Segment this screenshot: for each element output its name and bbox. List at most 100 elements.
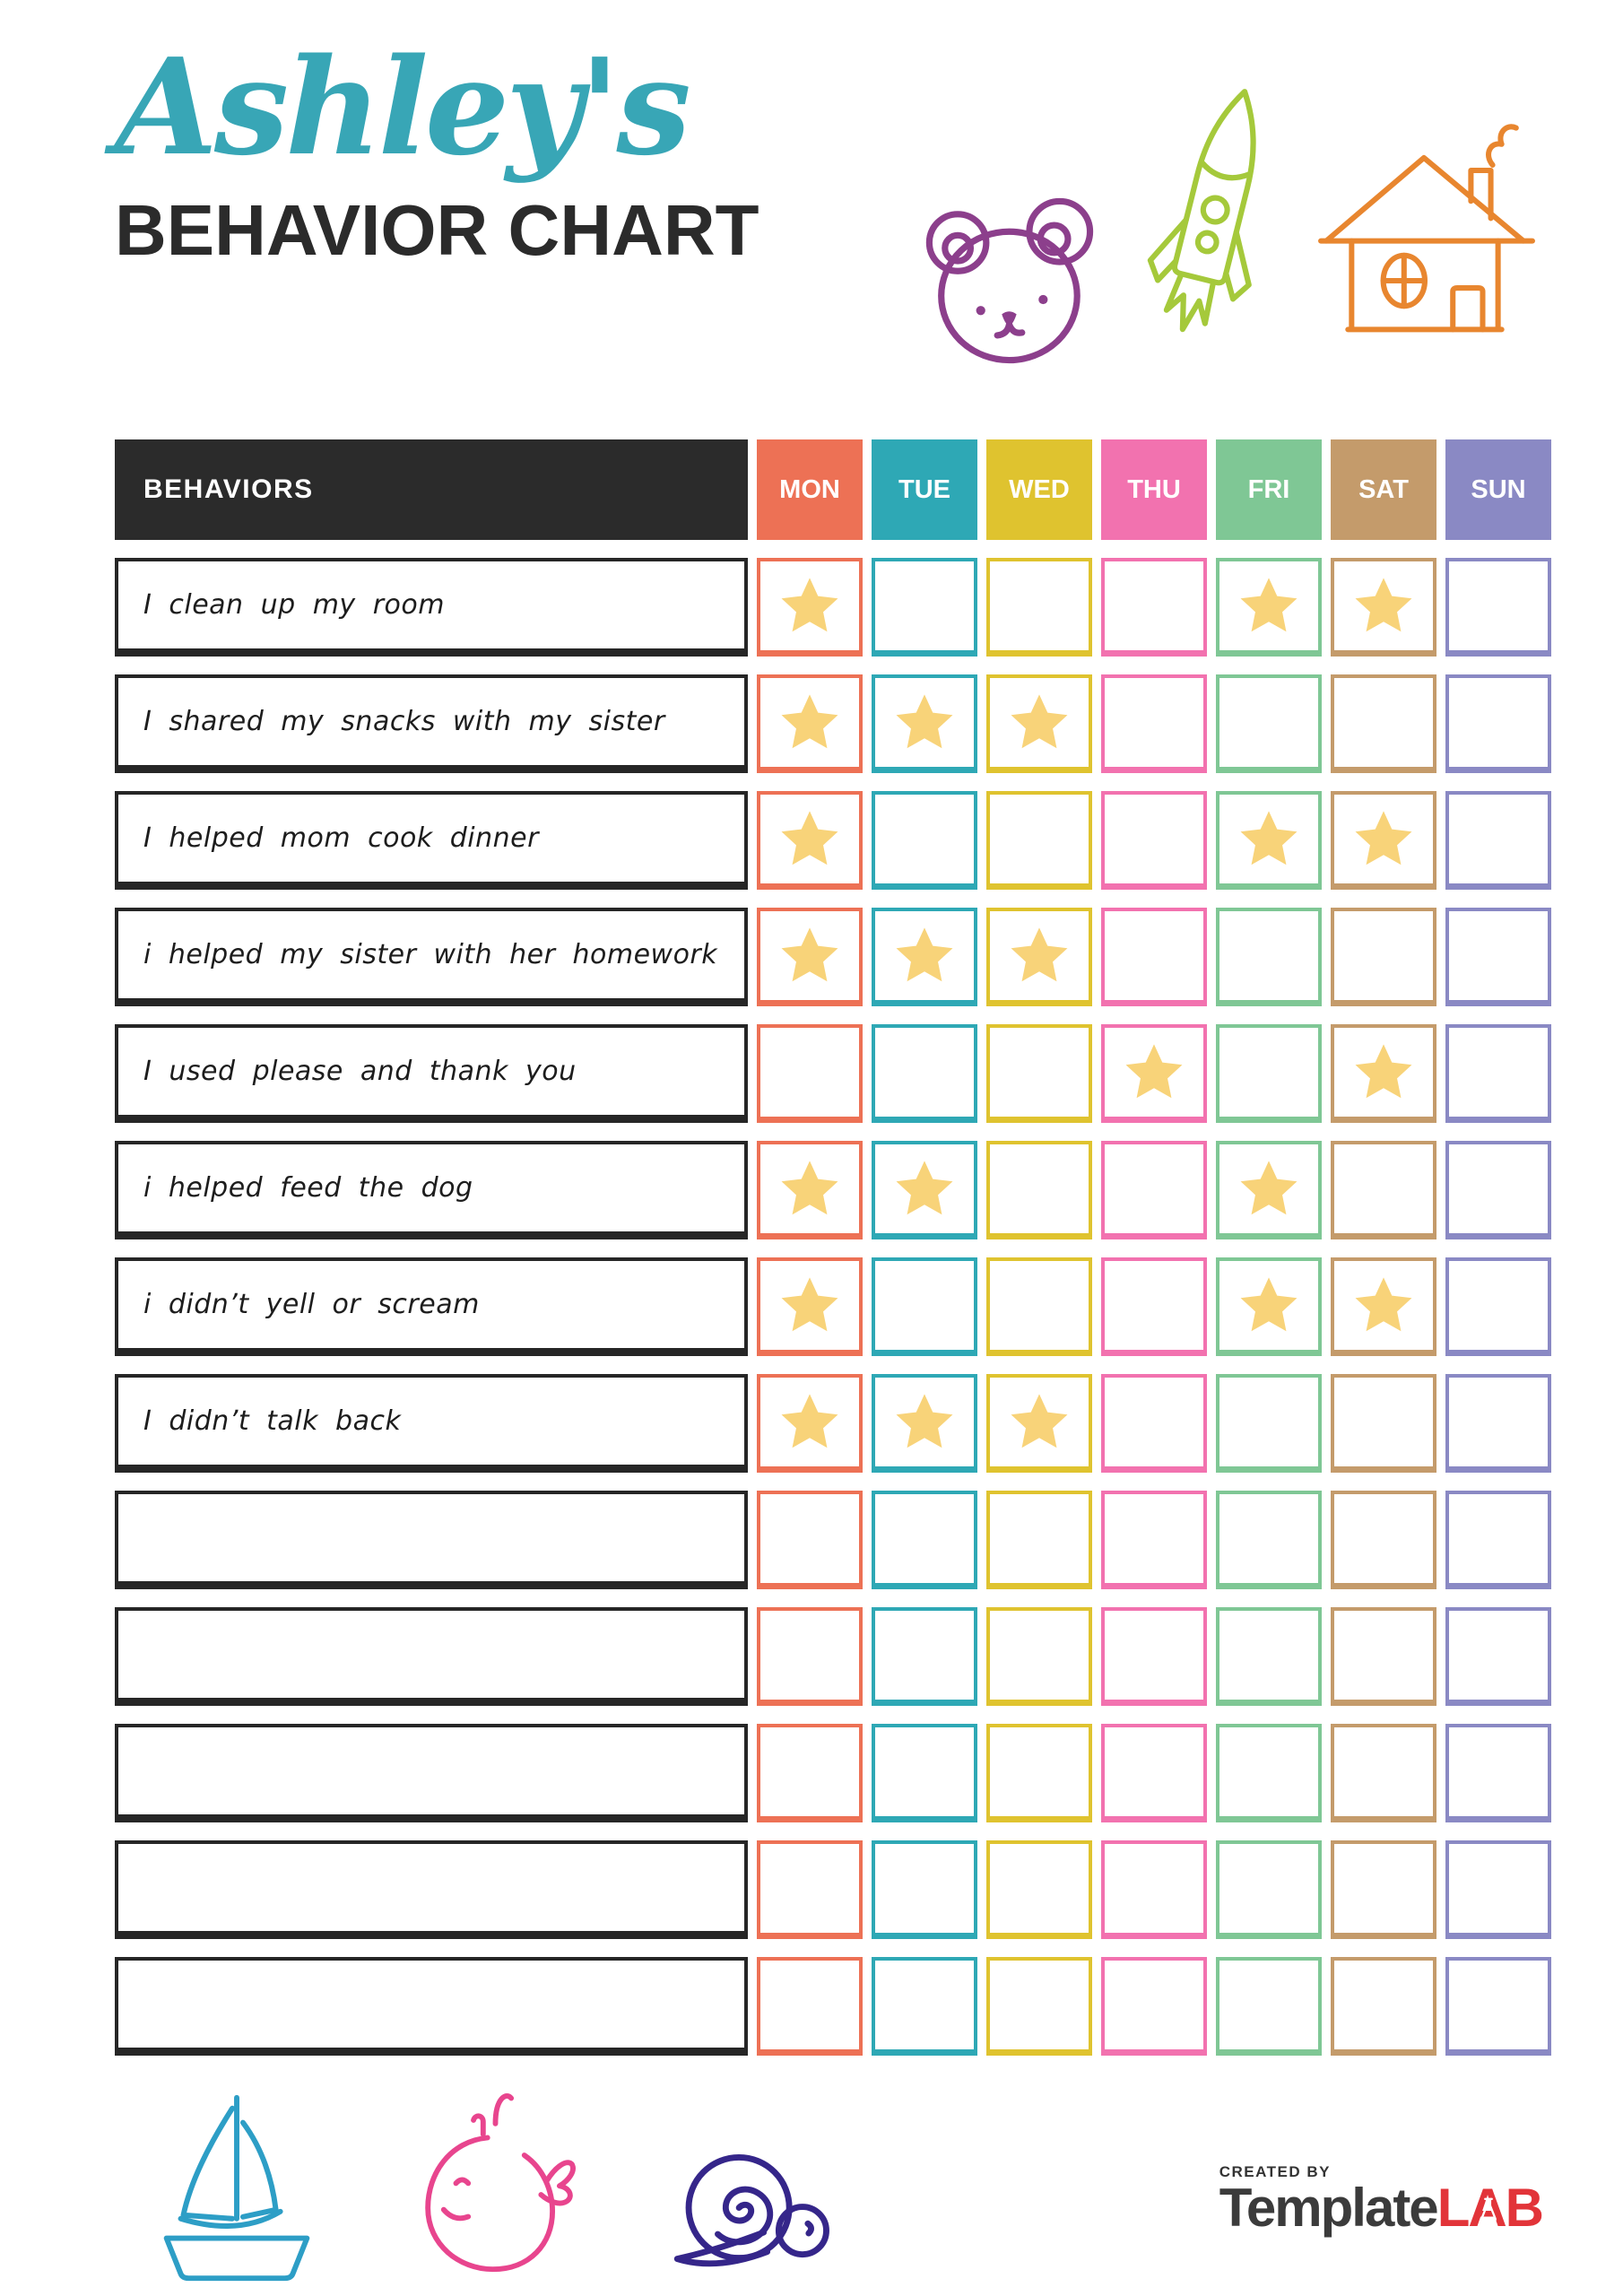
cell-r1-fri[interactable] [1216, 558, 1322, 657]
behavior-row-6: i helped feed the dog [115, 1141, 748, 1239]
cell-r11-fri[interactable] [1216, 1724, 1322, 1822]
cell-r7-mon[interactable] [757, 1257, 863, 1356]
cell-r9-wed[interactable] [986, 1491, 1092, 1589]
cell-r5-sun[interactable] [1445, 1024, 1551, 1123]
cell-r13-sun[interactable] [1445, 1957, 1551, 2056]
cell-r4-tue[interactable] [872, 908, 977, 1006]
cell-r6-tue[interactable] [872, 1141, 977, 1239]
cell-r11-mon[interactable] [757, 1724, 863, 1822]
cell-r1-sun[interactable] [1445, 558, 1551, 657]
cell-r11-tue[interactable] [872, 1724, 977, 1822]
cell-r10-wed[interactable] [986, 1607, 1092, 1706]
cell-r3-wed[interactable] [986, 791, 1092, 890]
cell-r10-tue[interactable] [872, 1607, 977, 1706]
cell-r12-wed[interactable] [986, 1840, 1092, 1939]
cell-r2-sat[interactable] [1331, 674, 1436, 773]
cell-r2-fri[interactable] [1216, 674, 1322, 773]
cell-r12-tue[interactable] [872, 1840, 977, 1939]
cell-r3-sat[interactable] [1331, 791, 1436, 890]
cell-r10-sun[interactable] [1445, 1607, 1551, 1706]
cell-r8-mon[interactable] [757, 1374, 863, 1473]
cell-r12-mon[interactable] [757, 1840, 863, 1939]
cell-r4-sat[interactable] [1331, 908, 1436, 1006]
cell-r1-wed[interactable] [986, 558, 1092, 657]
cell-r5-sat[interactable] [1331, 1024, 1436, 1123]
cell-r10-mon[interactable] [757, 1607, 863, 1706]
cell-r9-thu[interactable] [1101, 1491, 1207, 1589]
cell-r8-tue[interactable] [872, 1374, 977, 1473]
cell-r9-sat[interactable] [1331, 1491, 1436, 1589]
cell-r1-tue[interactable] [872, 558, 977, 657]
cell-r1-sat[interactable] [1331, 558, 1436, 657]
cell-r1-mon[interactable] [757, 558, 863, 657]
cell-r13-wed[interactable] [986, 1957, 1092, 2056]
cell-r11-wed[interactable] [986, 1724, 1092, 1822]
top-doodles [906, 76, 1535, 386]
cell-r2-tue[interactable] [872, 674, 977, 773]
cell-r8-wed[interactable] [986, 1374, 1092, 1473]
cell-r13-fri[interactable] [1216, 1957, 1322, 2056]
cell-r6-mon[interactable] [757, 1141, 863, 1239]
cell-r8-fri[interactable] [1216, 1374, 1322, 1473]
behaviors-header: BEHAVIORS [115, 439, 748, 540]
cell-r8-sun[interactable] [1445, 1374, 1551, 1473]
cell-r7-sat[interactable] [1331, 1257, 1436, 1356]
cell-r12-sat[interactable] [1331, 1840, 1436, 1939]
cell-r7-tue[interactable] [872, 1257, 977, 1356]
logo-template-text: Template [1219, 2178, 1439, 2238]
cell-r4-thu[interactable] [1101, 908, 1207, 1006]
cell-r5-wed[interactable] [986, 1024, 1092, 1123]
cell-r13-tue[interactable] [872, 1957, 977, 2056]
cell-r9-sun[interactable] [1445, 1491, 1551, 1589]
cell-r4-wed[interactable] [986, 908, 1092, 1006]
cell-r11-sat[interactable] [1331, 1724, 1436, 1822]
cell-r12-fri[interactable] [1216, 1840, 1322, 1939]
cell-r10-fri[interactable] [1216, 1607, 1322, 1706]
cell-r3-sun[interactable] [1445, 791, 1551, 890]
cell-r8-thu[interactable] [1101, 1374, 1207, 1473]
cell-r4-fri[interactable] [1216, 908, 1322, 1006]
star-icon [1011, 926, 1068, 981]
cell-r11-thu[interactable] [1101, 1724, 1207, 1822]
cell-r4-mon[interactable] [757, 908, 863, 1006]
cell-r8-sat[interactable] [1331, 1374, 1436, 1473]
cell-r6-fri[interactable] [1216, 1141, 1322, 1239]
cell-r2-sun[interactable] [1445, 674, 1551, 773]
cell-r13-thu[interactable] [1101, 1957, 1207, 2056]
cell-r13-sat[interactable] [1331, 1957, 1436, 2056]
cell-r6-sat[interactable] [1331, 1141, 1436, 1239]
cell-r2-wed[interactable] [986, 674, 1092, 773]
cell-r11-sun[interactable] [1445, 1724, 1551, 1822]
cell-r10-sat[interactable] [1331, 1607, 1436, 1706]
cell-r3-tue[interactable] [872, 791, 977, 890]
cell-r4-sun[interactable] [1445, 908, 1551, 1006]
cell-r3-mon[interactable] [757, 791, 863, 890]
cell-r5-fri[interactable] [1216, 1024, 1322, 1123]
cell-r10-thu[interactable] [1101, 1607, 1207, 1706]
cell-r13-mon[interactable] [757, 1957, 863, 2056]
cell-r2-mon[interactable] [757, 674, 863, 773]
star-icon [1011, 1393, 1068, 1448]
cell-r5-thu[interactable] [1101, 1024, 1207, 1123]
cell-r6-thu[interactable] [1101, 1141, 1207, 1239]
cell-r1-thu[interactable] [1101, 558, 1207, 657]
cell-r3-thu[interactable] [1101, 791, 1207, 890]
cell-r3-fri[interactable] [1216, 791, 1322, 890]
cell-r6-sun[interactable] [1445, 1141, 1551, 1239]
cell-r7-fri[interactable] [1216, 1257, 1322, 1356]
behavior-row-7: i didn’t yell or scream [115, 1257, 748, 1356]
cell-r9-tue[interactable] [872, 1491, 977, 1589]
cell-r12-sun[interactable] [1445, 1840, 1551, 1939]
cell-r12-thu[interactable] [1101, 1840, 1207, 1939]
cell-r6-wed[interactable] [986, 1141, 1092, 1239]
cell-r7-wed[interactable] [986, 1257, 1092, 1356]
cell-r7-sun[interactable] [1445, 1257, 1551, 1356]
cell-r9-mon[interactable] [757, 1491, 863, 1589]
cell-r5-tue[interactable] [872, 1024, 977, 1123]
cell-r9-fri[interactable] [1216, 1491, 1322, 1589]
footer-doodles [126, 2067, 870, 2296]
cell-r2-thu[interactable] [1101, 674, 1207, 773]
star-icon [781, 1276, 838, 1331]
cell-r7-thu[interactable] [1101, 1257, 1207, 1356]
cell-r5-mon[interactable] [757, 1024, 863, 1123]
